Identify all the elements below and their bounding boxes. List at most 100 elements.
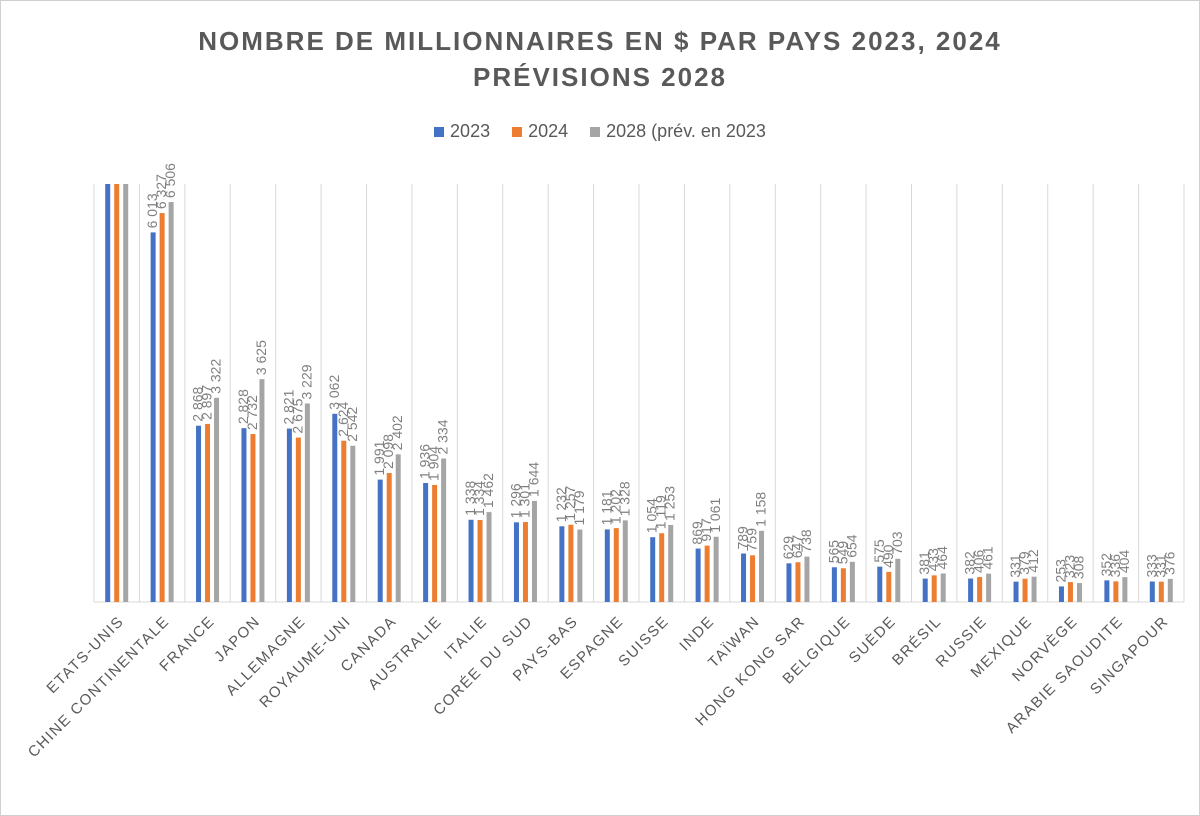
value-label-belgique-2028-prev-en-2023: 654 bbox=[843, 534, 859, 558]
value-label-inde-2028-prev-en-2023: 1 061 bbox=[707, 498, 723, 533]
category-label-inde: INDE bbox=[676, 613, 718, 655]
bar-coree-du-sud-2024 bbox=[522, 522, 528, 602]
bar-japon-2023 bbox=[241, 428, 247, 602]
bar-royaume-uni-2024 bbox=[341, 440, 347, 602]
legend-swatch-2023 bbox=[434, 126, 445, 137]
value-label-mexique-2028-prev-en-2023: 412 bbox=[1025, 549, 1041, 573]
value-label-suede-2023: 575 bbox=[871, 539, 887, 563]
bar-suisse-2024 bbox=[659, 533, 665, 602]
value-label-russie-2028-prev-en-2023: 461 bbox=[980, 546, 996, 570]
value-label-singapour-2024: 331 bbox=[1152, 554, 1168, 578]
bar-russie-2023 bbox=[968, 578, 974, 602]
value-label-chine-continentale-2024: 6 327 bbox=[153, 174, 169, 209]
value-label-royaume-uni-2023: 3 062 bbox=[326, 375, 342, 410]
bar-japon-2028-prev-en-2023 bbox=[259, 379, 265, 602]
value-label-australie-2023: 1 936 bbox=[417, 444, 433, 479]
value-label-russie-2024: 406 bbox=[971, 549, 987, 573]
bar-allemagne-2024 bbox=[295, 437, 301, 602]
value-label-allemagne-2023: 2 821 bbox=[280, 389, 296, 424]
value-label-hong-kong-sar-2028-prev-en-2023: 738 bbox=[798, 529, 814, 553]
bar-mexique-2023 bbox=[1013, 581, 1019, 602]
legend-item-2028: 2028 (prév. en 2023 bbox=[590, 121, 766, 142]
bar-italie-2024 bbox=[477, 519, 483, 602]
value-label-royaume-uni-2024: 2 624 bbox=[335, 401, 351, 436]
value-label-france-2028-prev-en-2023: 3 322 bbox=[208, 359, 224, 394]
value-label-norvege-2028-prev-en-2023: 308 bbox=[1070, 555, 1086, 579]
value-label-suede-2028-prev-en-2023: 703 bbox=[889, 531, 905, 555]
legend-item-2024: 2024 bbox=[512, 121, 568, 142]
bar-inde-2024 bbox=[704, 545, 710, 602]
bar-arabie-saoudite-2024 bbox=[1113, 581, 1119, 602]
bar-canada-2024 bbox=[386, 473, 392, 602]
legend-item-2023: 2023 bbox=[434, 121, 490, 142]
bar-royaume-uni-2023 bbox=[332, 413, 338, 602]
bar-norvege-2028-prev-en-2023 bbox=[1076, 583, 1082, 602]
value-label-taiwan-2024: 759 bbox=[744, 528, 760, 552]
bar-japon-2024 bbox=[250, 434, 256, 602]
bar-france-2028-prev-en-2023 bbox=[214, 397, 220, 602]
bar-hong-kong-sar-2028-prev-en-2023 bbox=[804, 556, 810, 602]
value-label-france-2024: 2 897 bbox=[199, 385, 215, 420]
value-label-japon-2028-prev-en-2023: 3 625 bbox=[253, 340, 269, 375]
value-label-coree-du-sud-2028-prev-en-2023: 1 644 bbox=[525, 462, 541, 497]
bar-espagne-2028-prev-en-2023 bbox=[622, 520, 628, 602]
value-label-belgique-2023: 565 bbox=[825, 540, 841, 564]
bar-australie-2024 bbox=[432, 484, 438, 602]
bar-italie-2023 bbox=[468, 519, 474, 602]
bar-italie-2028-prev-en-2023 bbox=[486, 512, 492, 602]
chart-title-line-2: PRÉVISIONS 2028 bbox=[473, 62, 727, 92]
bar-belgique-2028-prev-en-2023 bbox=[849, 561, 855, 602]
bar-suede-2023 bbox=[877, 566, 883, 602]
value-label-japon-2024: 2 732 bbox=[244, 395, 260, 430]
value-label-singapour-2023: 333 bbox=[1143, 554, 1159, 578]
bar-australie-2023 bbox=[423, 482, 429, 602]
value-label-espagne-2023: 1 181 bbox=[598, 490, 614, 525]
bar-canada-2028-prev-en-2023 bbox=[395, 454, 401, 602]
bar-norvege-2023 bbox=[1058, 586, 1064, 602]
bar-bresil-2023 bbox=[922, 578, 928, 602]
bar-france-2023 bbox=[196, 425, 202, 602]
bar-etats-unis-2023 bbox=[105, 184, 111, 602]
bar-norvege-2024 bbox=[1067, 582, 1073, 602]
bar-suede-2028-prev-en-2023 bbox=[895, 558, 901, 602]
value-label-norvege-2024: 323 bbox=[1061, 555, 1077, 579]
bar-arabie-saoudite-2028-prev-en-2023 bbox=[1122, 577, 1128, 602]
legend-label-2028: 2028 (prév. en 2023 bbox=[606, 121, 766, 141]
gridlines bbox=[93, 184, 1185, 603]
bar-singapour-2023 bbox=[1149, 581, 1155, 602]
bar-suisse-2028-prev-en-2023 bbox=[668, 524, 674, 602]
bar-singapour-2028-prev-en-2023 bbox=[1167, 578, 1173, 602]
value-label-hong-kong-sar-2024: 647 bbox=[789, 535, 805, 559]
chart-title-line-1: NOMBRE DE MILLIONNAIRES EN $ PAR PAYS 20… bbox=[198, 26, 1002, 56]
category-label-suisse: SUISSE bbox=[615, 613, 672, 670]
bar-russie-2024 bbox=[977, 577, 983, 602]
bar-chine-continentale-2023 bbox=[150, 232, 156, 602]
value-label-mexique-2024: 379 bbox=[1016, 551, 1032, 575]
bar-bresil-2024 bbox=[931, 575, 937, 602]
value-label-pays-bas-2023: 1 232 bbox=[553, 487, 569, 522]
bar-belgique-2023 bbox=[831, 567, 837, 602]
value-label-suisse-2024: 1 119 bbox=[653, 495, 669, 529]
bar-taiwan-2028-prev-en-2023 bbox=[759, 530, 765, 602]
bar-chine-continentale-2024 bbox=[159, 213, 165, 602]
value-label-allemagne-2024: 2 675 bbox=[289, 398, 305, 433]
value-label-singapour-2028-prev-en-2023: 376 bbox=[1161, 551, 1177, 575]
value-label-arabie-saoudite-2028-prev-en-2023: 404 bbox=[1116, 550, 1132, 574]
value-label-espagne-2024: 1 202 bbox=[607, 489, 623, 524]
bar-allemagne-2028-prev-en-2023 bbox=[304, 403, 310, 602]
value-label-suisse-2028-prev-en-2023: 1 253 bbox=[662, 486, 678, 521]
value-label-espagne-2028-prev-en-2023: 1 328 bbox=[616, 481, 632, 516]
value-label-mexique-2023: 331 bbox=[1007, 554, 1023, 578]
value-label-canada-2028-prev-en-2023: 2 402 bbox=[389, 415, 405, 450]
bar-inde-2028-prev-en-2023 bbox=[713, 536, 719, 602]
bar-bresil-2028-prev-en-2023 bbox=[940, 573, 946, 602]
value-label-suisse-2023: 1 054 bbox=[644, 498, 660, 533]
value-label-suede-2024: 490 bbox=[880, 544, 896, 568]
bar-chine-continentale-2028-prev-en-2023 bbox=[168, 202, 174, 602]
bar-pays-bas-2023 bbox=[559, 526, 565, 602]
value-label-pays-bas-2024: 1 257 bbox=[562, 485, 578, 520]
bar-canada-2023 bbox=[377, 479, 383, 602]
